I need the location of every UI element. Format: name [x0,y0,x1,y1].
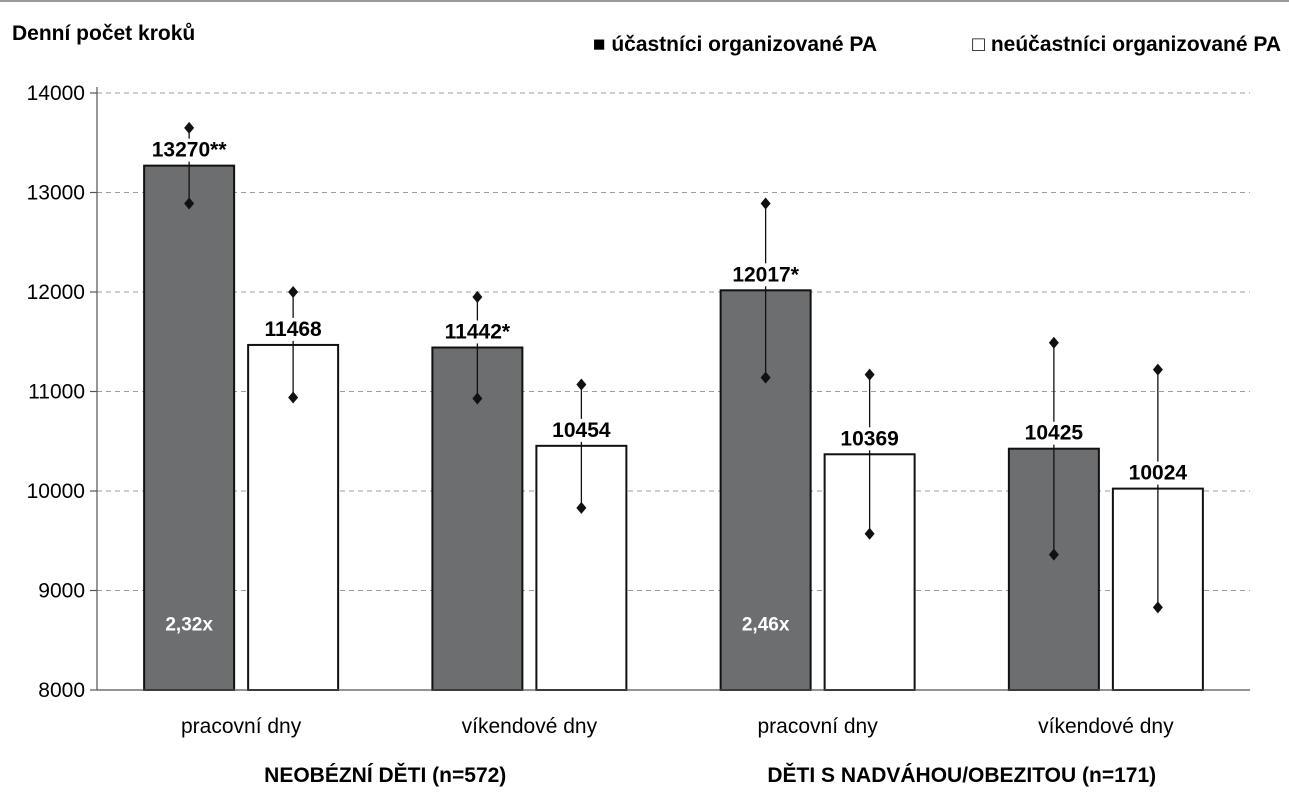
value-labels: 13270** 2,32x 11468 11442* 10454 12017* 2,46x 1… [152,139,1188,636]
x-category-label: pracovní dny [758,715,879,738]
error-bars [184,121,1163,614]
value-label: 10425 [1025,422,1084,445]
x-category-label: víkendové dny [1038,715,1174,738]
error-bar-marker [1152,601,1163,614]
error-bar-marker [288,286,299,298]
error-bar-marker [760,197,771,210]
y-tick-label: 9000 [38,580,85,603]
x-axis: pracovní dny víkendové dny pracovní dny vík… [97,689,1250,787]
error-bar-marker [1152,363,1163,376]
x-category-label: pracovní dny [181,715,302,738]
error-bar-marker [472,290,483,303]
bars [143,164,1204,691]
y-axis-label: Denní počet kroků [12,22,195,45]
error-bar-marker [288,391,299,404]
legend-label-nonparticipants: neúčastníci organizované PA [991,33,1281,56]
value-label: 11442* [445,321,511,344]
top-border [0,0,1289,2]
x-category-label: víkendové dny [462,715,598,738]
error-bar-marker [184,121,195,134]
x-group-label: DĚTI S NADVÁHOU/OBEZITOU (n=171) [767,763,1156,787]
legend-item-nonparticipants: □ neúčastníci organizované PA [972,33,1281,56]
y-tick-label: 10000 [27,480,85,503]
error-bar-marker [184,197,195,210]
x-group-label: NEOBÉZNÍ DĚTI (n=572) [264,763,506,787]
value-label: 11468 [265,318,323,341]
bar-annotation: 2,32x [165,614,213,635]
error-bar-marker [576,378,587,391]
y-tick-label: 8000 [38,679,85,702]
error-bar-marker [472,392,483,405]
error-bar-marker [864,527,875,540]
value-label: 12017* [732,263,799,286]
error-bar-marker [760,371,771,384]
value-label: 10454 [552,419,611,442]
value-label: 10369 [840,427,898,450]
y-tick-label: 11000 [28,381,85,404]
legend-marker-nonparticipants: □ [972,33,985,56]
value-label: 13270** [152,139,228,162]
value-label: 10024 [1129,462,1188,485]
error-bar-marker [576,501,587,514]
y-axis: 8000 9000 10000 11000 12000 13000 14000 [27,82,98,702]
bar-annotation: 2,46x [742,614,790,635]
bar-participants [431,346,524,691]
legend: ■ účastníci organizované PA □ neúčastníc… [593,33,1281,56]
legend-marker-participants: ■ [593,33,606,56]
y-tick-label: 13000 [27,182,85,205]
error-bar-marker [1048,548,1059,561]
bar-participants [143,164,236,691]
legend-item-participants: ■ účastníci organizované PA [593,33,877,56]
y-tick-label: 12000 [27,281,85,304]
y-tick-label: 14000 [27,82,85,105]
error-bar-marker [864,368,875,381]
error-bar-marker [1048,336,1059,349]
legend-label-participants: účastníci organizované PA [611,33,877,56]
